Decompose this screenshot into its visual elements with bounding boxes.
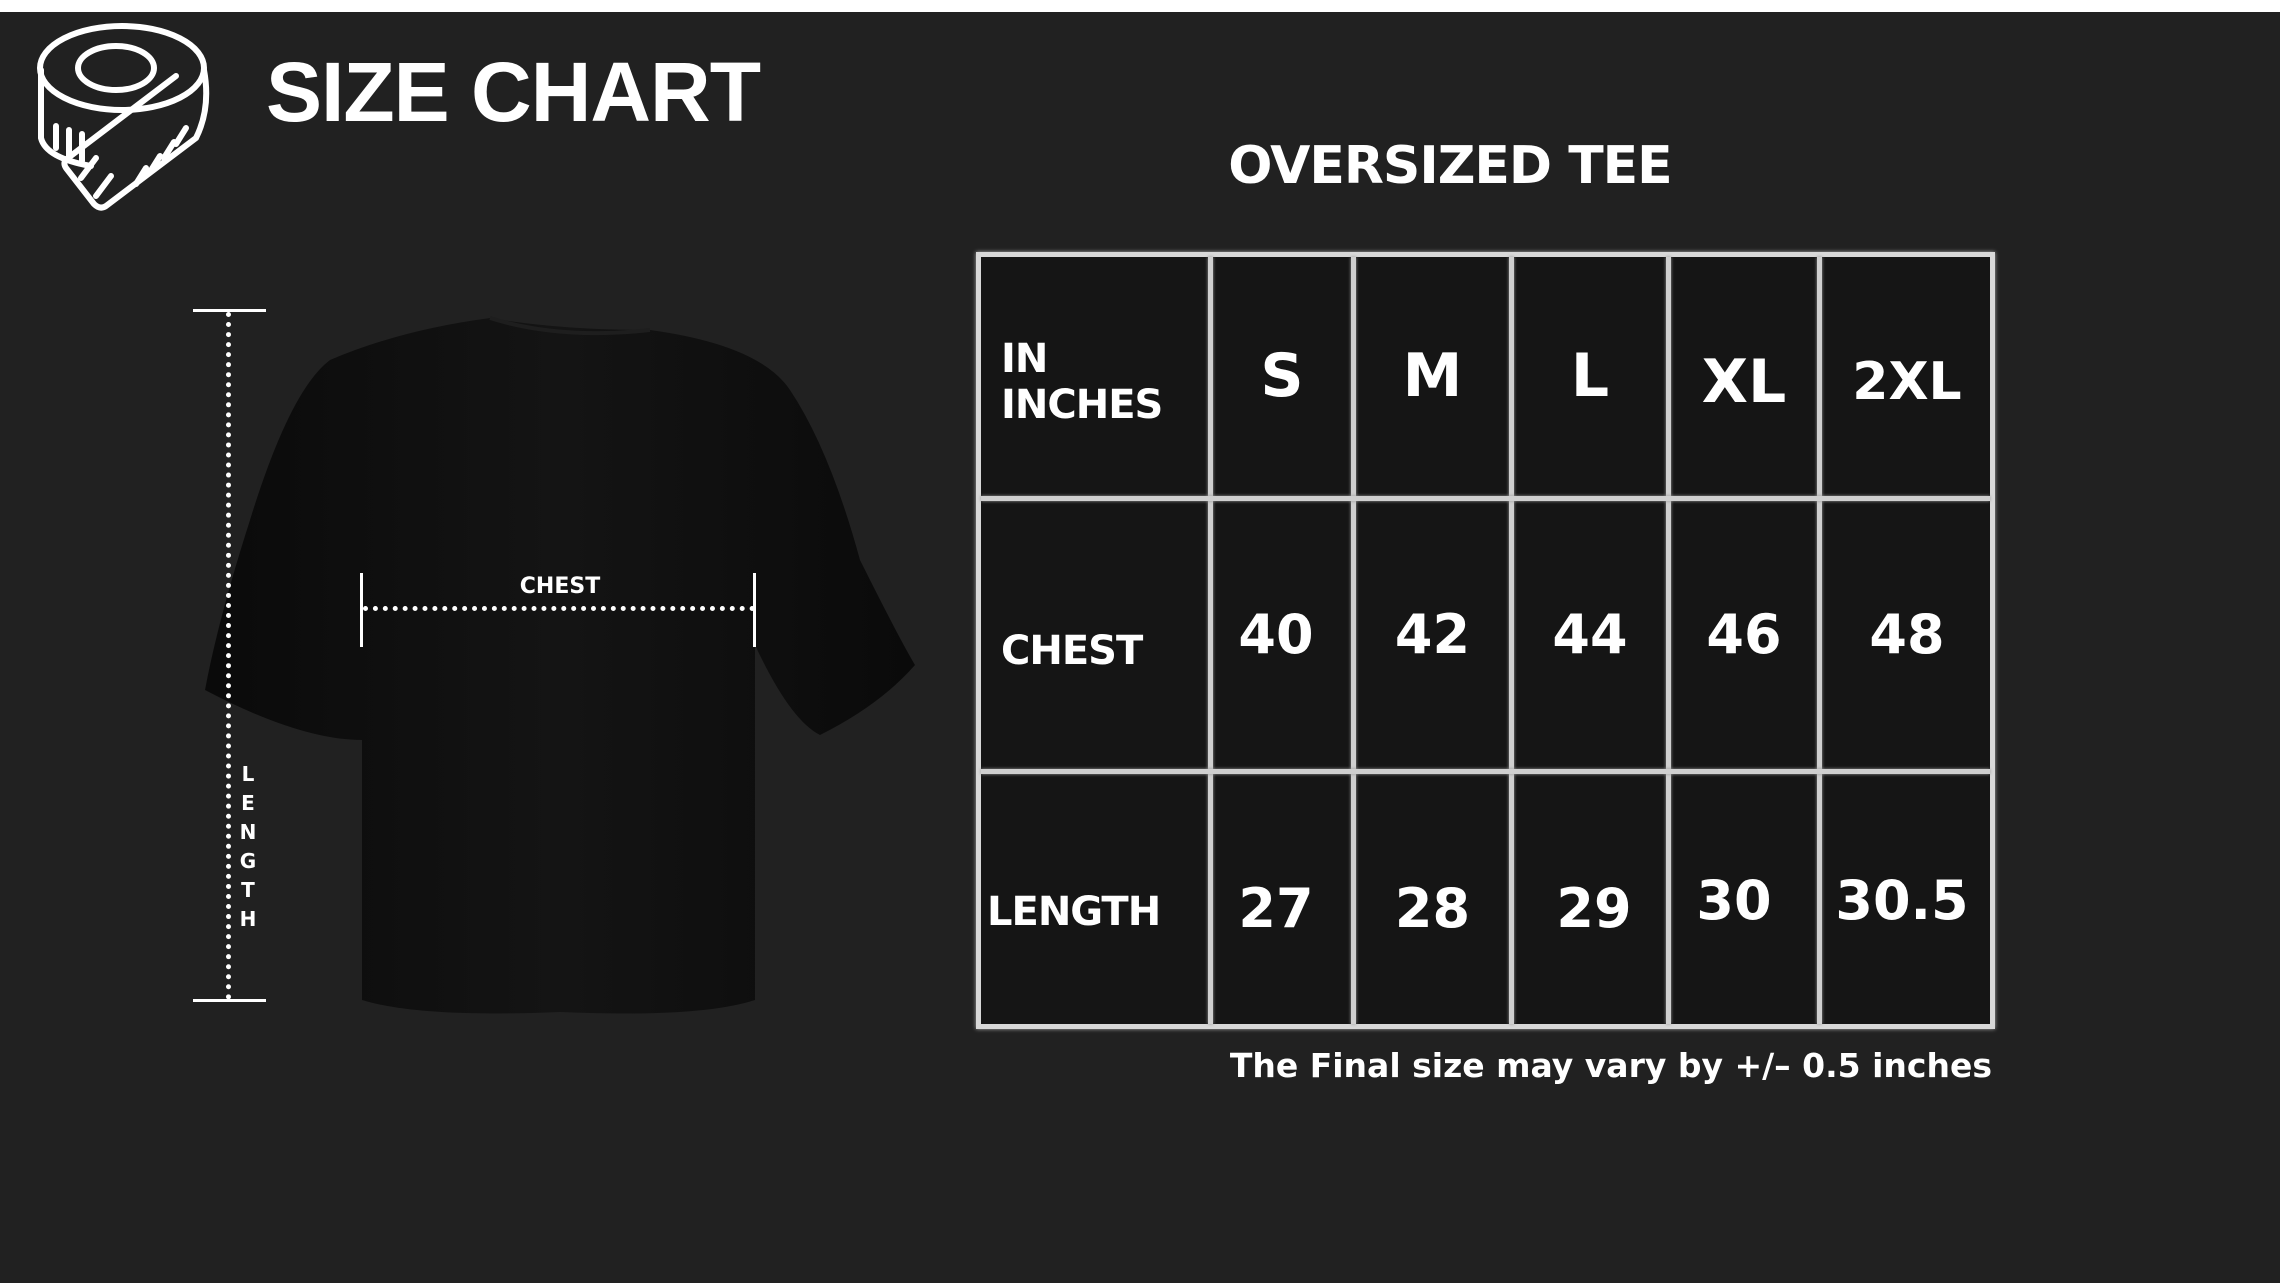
top-strip [0, 0, 2280, 12]
chest-dotted-line [363, 606, 755, 611]
unit-label-line2: INCHES [1001, 382, 1163, 428]
measuring-tape-icon [37, 23, 210, 211]
size-header-2xl: 2XL [1852, 351, 1962, 412]
chest-xl: 46 [1706, 602, 1782, 666]
size-variance-note: The Final size may vary by +/– 0.5 inche… [1229, 1046, 1992, 1085]
row-label-length: LENGTH [987, 888, 1161, 935]
chest-right-cap [753, 573, 756, 647]
chest-left-cap [360, 573, 363, 647]
grid-line [981, 496, 1990, 501]
size-header-l: L [1570, 341, 1610, 411]
grid-line [1509, 257, 1514, 1024]
chest-l: 44 [1552, 602, 1628, 666]
grid-line [1666, 257, 1671, 1024]
product-title: OVERSIZED TEE [1228, 136, 1672, 196]
length-xl: 30 [1696, 869, 1772, 933]
length-label: LENGTH [239, 762, 257, 931]
grid-line [1208, 257, 1213, 1024]
size-header-s: S [1260, 341, 1304, 411]
length-bottom-cap [193, 999, 266, 1002]
length-2xl: 30.5 [1835, 869, 1969, 933]
length-l: 29 [1556, 877, 1632, 941]
length-top-cap [193, 309, 266, 312]
size-table: IN INCHES S M L XL 2XL CHEST 40 42 44 46… [976, 252, 1995, 1029]
page-title: SIZE CHART [266, 45, 761, 139]
length-dotted-line [226, 312, 231, 1000]
size-header-xl: XL [1701, 347, 1787, 417]
chest-s: 40 [1238, 602, 1314, 666]
size-header-m: M [1402, 341, 1463, 411]
grid-line [1351, 257, 1356, 1024]
row-label-chest: CHEST [1001, 628, 1143, 674]
chest-label: CHEST [519, 574, 601, 599]
chest-2xl: 48 [1869, 602, 1945, 666]
length-m: 28 [1394, 877, 1471, 941]
unit-header: IN INCHES [981, 317, 1208, 447]
tshirt-illustration [205, 316, 915, 1014]
grid-line [1817, 257, 1822, 1024]
unit-label-line1: IN [1001, 336, 1048, 382]
grid-line [981, 769, 1990, 774]
chest-m: 42 [1394, 602, 1471, 666]
length-s: 27 [1238, 877, 1314, 941]
